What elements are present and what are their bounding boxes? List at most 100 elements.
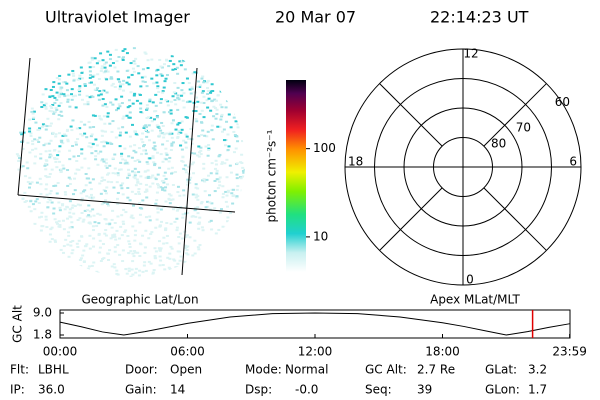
speckle <box>164 227 168 230</box>
speckle <box>60 86 64 89</box>
speckle <box>174 103 178 106</box>
speckle <box>167 167 171 170</box>
speckle <box>232 130 236 133</box>
speckle <box>145 190 149 193</box>
speckle <box>75 242 79 245</box>
speckle <box>68 200 72 203</box>
speckle <box>165 74 169 77</box>
speckle <box>133 177 137 180</box>
speckle <box>88 247 92 250</box>
speckle <box>105 142 109 145</box>
speckle <box>133 239 137 242</box>
speckle <box>171 95 175 98</box>
speckle <box>110 84 114 87</box>
speckle <box>40 101 44 104</box>
speckle <box>159 65 163 68</box>
speckle <box>224 200 228 203</box>
speckle <box>137 72 141 75</box>
speckle <box>157 186 161 189</box>
speckle <box>106 112 110 115</box>
info-label: GLat: <box>485 363 517 377</box>
speckle <box>54 135 58 138</box>
speckle <box>169 109 173 112</box>
speckle <box>79 66 83 69</box>
speckle <box>66 100 70 103</box>
speckle <box>127 155 131 158</box>
speckle <box>177 98 181 101</box>
speckle <box>197 145 201 148</box>
speckle <box>55 91 59 94</box>
speckle <box>147 237 151 240</box>
speckle <box>55 192 59 195</box>
speckle <box>82 249 86 252</box>
speckle <box>141 199 145 202</box>
speckle <box>194 186 198 189</box>
speckle <box>80 197 84 200</box>
speckle <box>194 215 198 218</box>
speckle <box>44 168 48 171</box>
speckle <box>102 140 106 143</box>
speckle <box>39 157 43 160</box>
speckle <box>57 118 61 121</box>
speckle <box>84 172 88 175</box>
speckle <box>213 107 217 110</box>
speckle <box>170 132 174 135</box>
speckle <box>80 199 84 202</box>
speckle <box>106 202 110 205</box>
speckle <box>136 181 140 184</box>
speckle <box>148 157 152 160</box>
speckle <box>164 58 168 61</box>
speckle <box>180 120 184 123</box>
y-label: GC Alt <box>11 305 25 343</box>
speckle <box>66 243 70 246</box>
speckle <box>166 104 170 107</box>
speckle <box>123 162 127 165</box>
speckle <box>239 161 243 164</box>
speckle <box>66 169 70 172</box>
speckle <box>111 62 115 65</box>
speckle <box>90 133 94 136</box>
speckle <box>209 219 213 222</box>
speckle <box>141 80 145 83</box>
speckle <box>156 173 160 176</box>
speckle <box>206 89 210 92</box>
speckle <box>108 164 112 167</box>
speckle <box>88 142 92 145</box>
info-value: 36.0 <box>38 383 65 397</box>
speckle <box>171 68 175 71</box>
speckle <box>105 105 109 108</box>
speckle <box>85 136 89 139</box>
speckle <box>33 208 37 211</box>
speckle <box>55 221 59 224</box>
speckle <box>193 152 197 155</box>
speckle <box>104 192 108 195</box>
speckle <box>200 201 204 204</box>
speckle <box>83 132 87 135</box>
speckle <box>133 250 137 253</box>
speckle <box>96 73 100 76</box>
speckle <box>63 81 67 84</box>
speckle <box>98 117 102 120</box>
speckle <box>183 164 187 167</box>
speckle <box>39 153 43 156</box>
speckle <box>106 70 110 73</box>
speckle <box>155 115 159 118</box>
speckle <box>220 130 224 133</box>
speckle <box>66 94 70 97</box>
speckle <box>99 192 103 195</box>
speckle <box>197 248 201 251</box>
x-tick-label: 18:00 <box>425 345 460 359</box>
speckle <box>203 190 207 193</box>
speckle <box>91 208 95 211</box>
speckle <box>27 205 31 208</box>
speckle <box>217 180 221 183</box>
speckle <box>87 265 91 268</box>
speckle <box>226 191 230 194</box>
speckle <box>240 153 244 156</box>
speckle <box>161 132 165 135</box>
speckle <box>159 208 163 211</box>
speckle <box>68 211 72 214</box>
speckle <box>172 91 176 94</box>
speckle <box>59 92 63 95</box>
speckle <box>119 131 123 134</box>
